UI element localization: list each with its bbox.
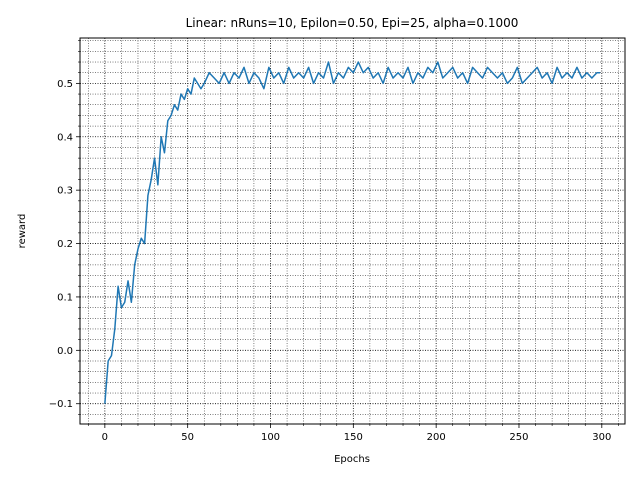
x-tick-label: 150	[344, 432, 363, 443]
x-tick-label: 200	[427, 432, 446, 443]
y-tick-label: 0.4	[57, 132, 73, 143]
x-tick-label: 0	[102, 432, 108, 443]
series-layer	[104, 61, 601, 404]
x-tick-label: 100	[261, 432, 280, 443]
series-line	[104, 61, 601, 404]
chart-title: Linear: nRuns=10, Epilon=0.50, Epi=25, a…	[186, 16, 519, 30]
plot-frame	[79, 37, 626, 425]
x-tick-label: 300	[592, 432, 611, 443]
x-tick-label: 50	[181, 432, 194, 443]
y-tick-label: 0.3	[57, 186, 73, 197]
x-tick-label: 250	[509, 432, 528, 443]
y-tick-label: −0.1	[49, 399, 73, 410]
grid	[80, 38, 625, 424]
y-tick-label: 0.5	[57, 79, 73, 90]
y-tick-label: 0.0	[57, 346, 73, 357]
y-tick-label: 0.2	[57, 239, 73, 250]
axis-ticks: 0 50 100 150 200 250 300 −0.1 0.0 0.1 0.2 0.3 0.4 0.5	[49, 40, 619, 443]
y-axis-label: reward	[17, 214, 28, 249]
y-tick-label: 0.1	[57, 292, 73, 303]
x-axis-label: Epochs	[334, 454, 370, 465]
